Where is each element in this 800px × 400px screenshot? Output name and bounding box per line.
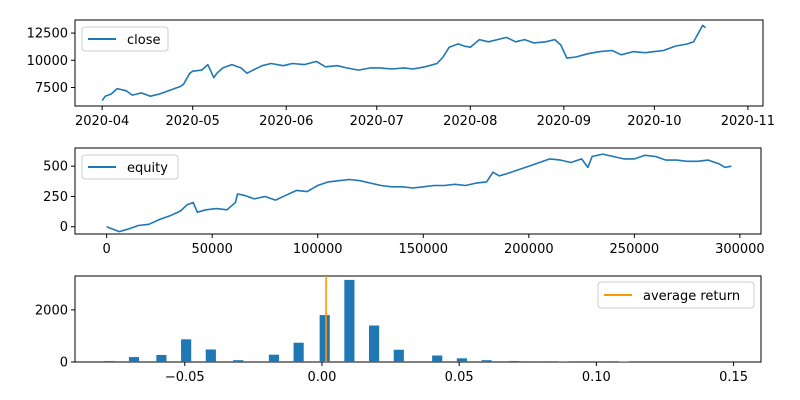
average-return-legend-label: average return bbox=[643, 289, 740, 304]
close-legend-label: close bbox=[127, 33, 160, 48]
histogram-bar bbox=[104, 361, 114, 362]
histogram-bar bbox=[482, 360, 492, 362]
x-tick-label: 2020-11 bbox=[721, 114, 775, 129]
histogram-bar bbox=[558, 361, 568, 362]
x-tick-label: 2020-09 bbox=[537, 114, 591, 129]
x-tick-label: 2020-04 bbox=[75, 114, 129, 129]
x-tick-label: 0.15 bbox=[719, 370, 748, 385]
x-tick-label: 300000 bbox=[715, 242, 765, 257]
histogram-bar bbox=[320, 315, 330, 362]
x-tick-label: 100000 bbox=[293, 242, 343, 257]
histogram-bar bbox=[294, 343, 304, 362]
histogram-bar bbox=[369, 326, 379, 362]
histogram-bar bbox=[457, 358, 467, 362]
y-tick-label: 250 bbox=[43, 190, 68, 205]
histogram-bar bbox=[534, 361, 544, 362]
histogram-bar bbox=[233, 360, 243, 362]
x-tick-label: −0.05 bbox=[165, 370, 205, 385]
histogram-legend: average return bbox=[598, 282, 754, 308]
close-legend: close bbox=[82, 27, 168, 51]
histogram-bar bbox=[432, 355, 442, 362]
y-tick-label: 10000 bbox=[27, 54, 68, 69]
x-tick-label: 2020-07 bbox=[350, 114, 404, 129]
x-tick-label: 150000 bbox=[398, 242, 448, 257]
histogram-bar bbox=[344, 280, 354, 362]
x-tick-label: 2020-06 bbox=[259, 114, 313, 129]
y-tick-label: 12500 bbox=[27, 27, 68, 42]
histogram-bar bbox=[206, 349, 216, 362]
histogram-bar bbox=[269, 355, 279, 362]
y-tick-label: 7500 bbox=[35, 81, 68, 96]
histogram-bar bbox=[594, 361, 604, 362]
histogram-bar bbox=[129, 357, 139, 362]
x-tick-label: 200000 bbox=[504, 242, 554, 257]
y-tick-label: 2000 bbox=[35, 303, 68, 318]
x-tick-label: 250000 bbox=[610, 242, 660, 257]
histogram-bar bbox=[394, 350, 404, 362]
x-tick-label: 2020-08 bbox=[443, 114, 497, 129]
y-tick-label: 0 bbox=[60, 356, 68, 371]
x-tick-label: 50000 bbox=[192, 242, 233, 257]
x-tick-label: 2020-05 bbox=[166, 114, 220, 129]
equity-legend: equity bbox=[82, 155, 178, 179]
y-tick-label: 500 bbox=[43, 160, 68, 175]
x-tick-label: 2020-10 bbox=[627, 114, 681, 129]
y-tick-label: 0 bbox=[60, 220, 68, 235]
x-tick-label: 0 bbox=[103, 242, 111, 257]
x-tick-label: 0.10 bbox=[582, 370, 611, 385]
histogram-bar bbox=[181, 339, 191, 362]
x-tick-label: 0.00 bbox=[307, 370, 336, 385]
x-tick-label: 0.05 bbox=[445, 370, 474, 385]
histogram-bar bbox=[509, 361, 519, 362]
equity-legend-label: equity bbox=[127, 161, 168, 176]
histogram-bar bbox=[156, 355, 166, 362]
